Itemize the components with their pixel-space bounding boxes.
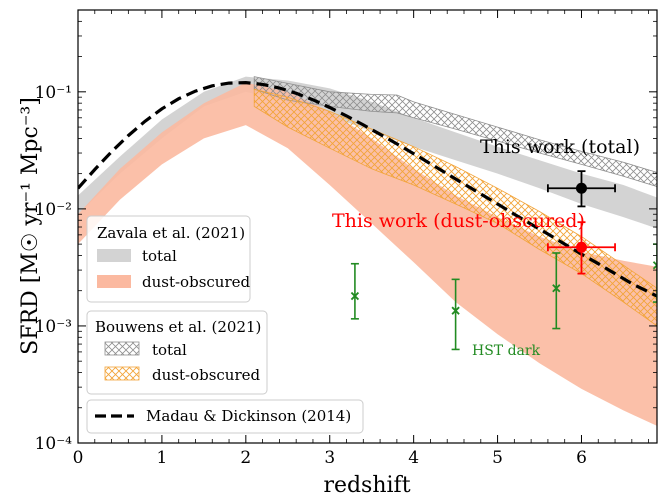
madau-dickinson-line — [78, 80, 657, 298]
this-work-total-annotation: This work (total) — [480, 136, 640, 158]
y-tick-labels: 10⁻⁴ 10⁻³ 10⁻² 10⁻¹ — [35, 83, 73, 454]
hst-marker — [350, 291, 360, 301]
legend-zavala-title: Zavala et al. (2021) — [97, 224, 245, 242]
hst-marker — [451, 306, 460, 315]
bouwens-obscured-band — [253, 88, 657, 327]
hst-dark-point — [350, 262, 360, 320]
x-tick-label: 1 — [156, 448, 167, 468]
hst-dark-point — [552, 252, 561, 330]
y-tick-label: 10⁻¹ — [35, 83, 72, 103]
axis-ticks — [77, 9, 657, 444]
plot-frame — [77, 9, 658, 444]
y-tick-label: 10⁻⁴ — [35, 434, 73, 454]
this-work-obscured-point — [547, 221, 616, 275]
legend-zavala-obscured-swatch — [97, 275, 131, 288]
legend-bouwens: Bouwens et al. (2021) total dust-obscure… — [86, 310, 268, 395]
y-tick-label: 10⁻² — [35, 200, 72, 220]
legend-bouwens-obscured-swatch — [104, 366, 140, 381]
legend-zavala: Zavala et al. (2021) total dust-obscured — [86, 215, 251, 303]
this-work-points — [547, 170, 616, 275]
legend-bouwens-obscured-label: dust-obscured — [152, 366, 260, 384]
legend-zavala-obscured-label: dust-obscured — [142, 273, 250, 291]
legend-madau: Madau & Dickinson (2014) — [86, 399, 364, 434]
hst-dark-point — [451, 278, 460, 351]
legend-zavala-total-swatch — [97, 249, 131, 262]
legend-madau-label: Madau & Dickinson (2014) — [146, 407, 351, 425]
x-tick-label: 3 — [324, 448, 335, 468]
x-tick-label: 5 — [492, 448, 503, 468]
zavala-obscured-band — [78, 82, 657, 426]
x-tick-label: 6 — [576, 448, 587, 468]
hst-marker — [652, 261, 657, 270]
point-marker — [575, 182, 587, 194]
legend-bouwens-title: Bouwens et al. (2021) — [95, 318, 261, 336]
legend-bouwens-total-label: total — [152, 341, 187, 359]
point-marker — [575, 241, 587, 253]
legend-bouwens-total-swatch — [104, 341, 140, 356]
bouwens-total-band — [253, 76, 657, 188]
this-work-total-point — [547, 170, 616, 208]
x-axis-label: redshift — [323, 473, 410, 498]
y-tick-label: 10⁻³ — [35, 317, 72, 337]
hst-marker — [552, 284, 561, 293]
hst-dark-points — [350, 243, 657, 351]
x-tick-labels: 0 1 2 3 4 5 6 — [73, 448, 587, 468]
x-tick-label: 4 — [408, 448, 419, 468]
y-axis-label: SFRD [M☉ yr⁻¹ Mpc⁻³] — [18, 97, 43, 355]
hst-dark-annotation: HST dark — [472, 343, 541, 359]
x-tick-label: 2 — [240, 448, 251, 468]
x-tick-label: 0 — [73, 448, 84, 468]
legend-zavala-total-label: total — [142, 247, 177, 265]
this-work-obscured-annotation: This work (dust-obscured) — [332, 210, 585, 232]
